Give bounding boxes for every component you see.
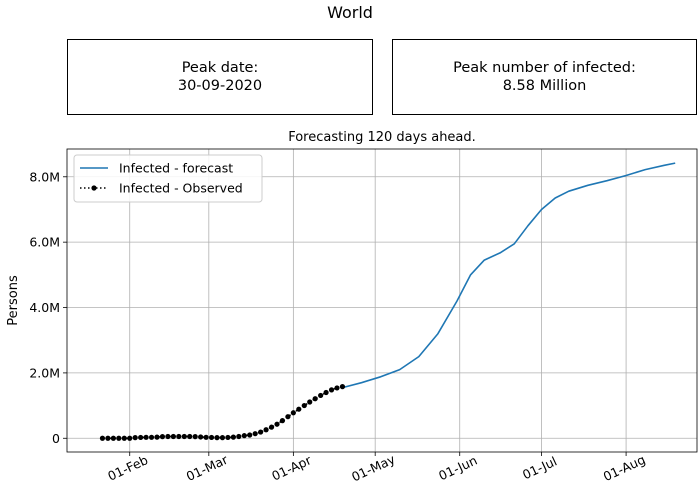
observed-point-marker	[247, 432, 253, 438]
observed-point-marker	[301, 402, 307, 409]
observed-point-marker	[290, 410, 296, 416]
observed-point-marker	[225, 434, 231, 441]
series-line-forecast	[342, 162, 676, 389]
plot-frame	[66, 148, 698, 453]
y-tick-label: 0	[52, 431, 60, 446]
observed-point-marker	[312, 396, 318, 402]
observed-point-marker	[307, 399, 313, 405]
observed-point-marker	[154, 434, 160, 440]
observed-point-marker	[110, 435, 116, 441]
y-axis-label: Persons	[6, 275, 21, 326]
x-tick-label: 01-Jun	[436, 453, 479, 484]
observed-point-marker	[263, 427, 269, 433]
observed-point-marker	[187, 433, 193, 440]
y-tick-label: 6.0M	[29, 235, 60, 250]
observed-point-marker	[230, 434, 236, 440]
observed-point-marker	[219, 435, 226, 441]
observed-point-marker	[285, 414, 291, 420]
observed-point-marker	[116, 435, 122, 441]
peak-number-panel: Peak number of infected: 8.58 Million	[392, 39, 697, 115]
figure-title: World	[327, 3, 373, 22]
observed-point-marker	[138, 434, 144, 441]
peak-date-value: 30-09-2020	[177, 78, 263, 94]
peak-date-panel: Peak date: 30-09-2020	[67, 39, 373, 115]
observed-point-marker	[132, 435, 138, 441]
observed-point-marker	[170, 433, 176, 440]
x-tick-label: 01-Apr	[269, 452, 314, 484]
peak-number-value: 8.58 Million	[502, 78, 587, 94]
observed-point-marker	[328, 387, 335, 393]
observed-point-marker	[121, 435, 127, 441]
x-tick-label: 01-Feb	[105, 452, 150, 484]
x-tick-label: 01-Aug	[601, 452, 648, 484]
observed-point-marker	[258, 429, 264, 435]
y-tick-label: 4.0M	[29, 300, 60, 315]
legend-marker	[91, 185, 97, 191]
peak-number-label: Peak number of infected:	[453, 60, 636, 76]
observed-point-marker	[99, 435, 106, 441]
observed-point-marker	[318, 392, 324, 399]
x-tick-label: 01-Mar	[184, 451, 231, 484]
observed-point-marker	[105, 435, 111, 441]
y-tick-label: 8.0M	[29, 169, 60, 184]
observed-point-marker	[214, 435, 220, 441]
observed-point-marker	[198, 434, 204, 440]
legend: Infected - forecast Infected - Observed	[73, 154, 263, 203]
observed-point-marker	[181, 433, 187, 440]
observed-point-marker	[279, 418, 286, 424]
legend-label-forecast: Infected - forecast	[119, 161, 233, 176]
observed-point-marker	[127, 435, 133, 441]
observed-point-marker	[176, 433, 182, 440]
y-tick-label: 2.0M	[29, 365, 60, 380]
observed-point-marker	[203, 434, 209, 440]
observed-point-marker	[274, 421, 280, 427]
observed-point-marker	[323, 389, 329, 396]
observed-point-marker	[339, 384, 346, 390]
peak-date-label: Peak date:	[181, 60, 259, 76]
legend-label-observed: Infected - Observed	[119, 181, 243, 196]
observed-point-marker	[143, 434, 149, 440]
observed-point-marker	[236, 433, 242, 440]
observed-point-marker	[148, 434, 155, 440]
observed-point-marker	[192, 434, 198, 440]
legend-box	[73, 154, 263, 203]
observed-point-marker	[159, 434, 166, 440]
observed-point-marker	[208, 434, 215, 441]
x-tick-label: 01-Jul	[520, 453, 559, 482]
observed-point-marker	[296, 406, 302, 412]
chart-title: Forecasting 120 days ahead.	[288, 130, 476, 145]
observed-point-marker	[241, 433, 247, 439]
observed-point-marker	[268, 424, 275, 430]
observed-point-marker	[334, 385, 340, 391]
x-tick-label: 01-May	[349, 451, 398, 484]
observed-point-marker	[252, 431, 258, 437]
observed-point-marker	[165, 433, 171, 440]
